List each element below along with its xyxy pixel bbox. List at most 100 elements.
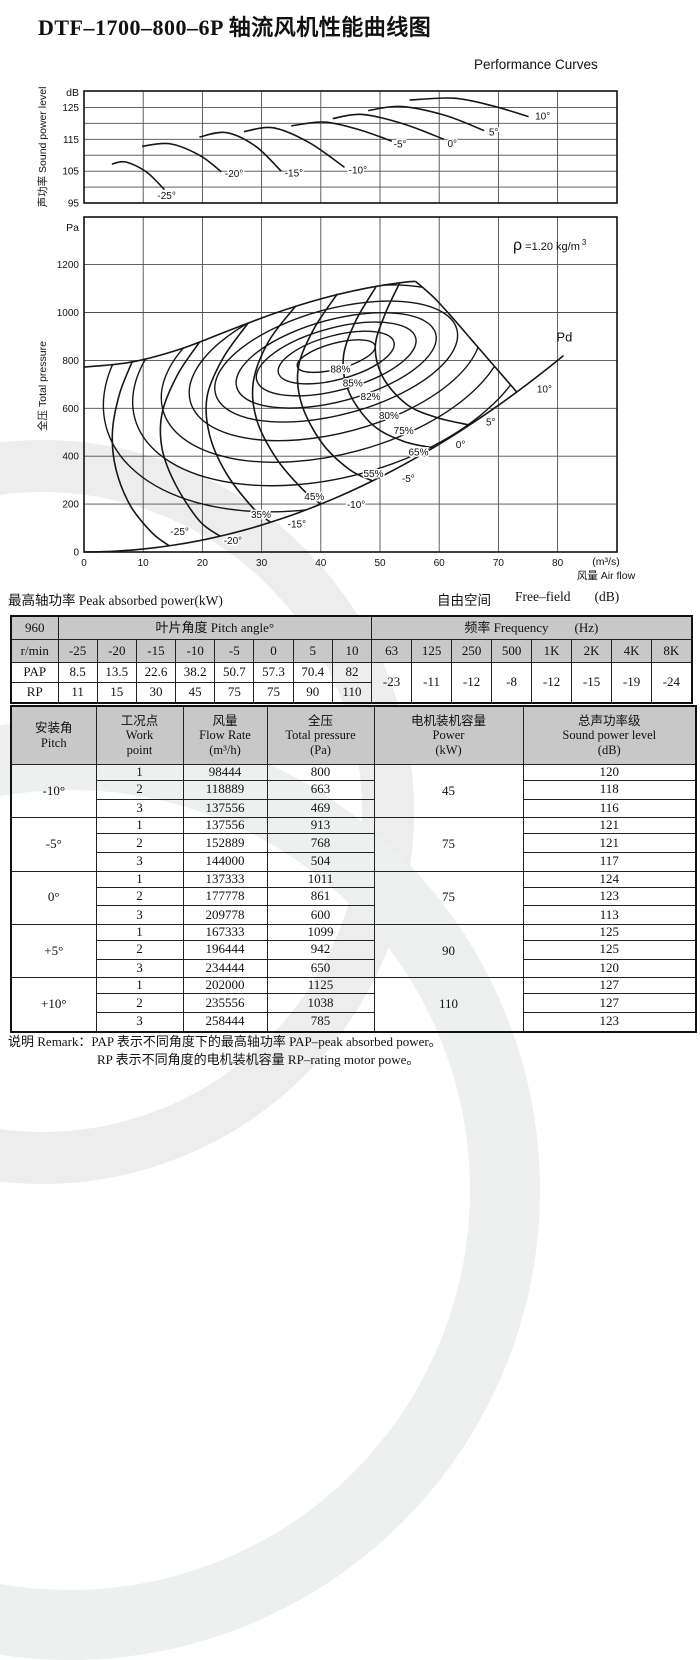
rp-value-cell: 11 — [57, 682, 98, 704]
flow-rate-cell: 144000 — [182, 851, 268, 872]
sound-curve-label: 10° — [535, 112, 550, 123]
total-pressure-cell: 600 — [266, 905, 375, 925]
sound-curve — [332, 113, 445, 141]
sound-curve-label: -10° — [349, 165, 367, 176]
power-cell: 110 — [373, 977, 524, 1033]
work-point-cell: 2 — [95, 993, 184, 1013]
efficiency-contour — [131, 281, 517, 487]
freq-col-header: 1K — [531, 639, 573, 663]
pitch-curve — [251, 305, 322, 505]
pitch-angle-cell: +5° — [10, 923, 97, 979]
efficiency-contour — [255, 321, 417, 397]
pitch-label: 5° — [486, 418, 496, 429]
sound-curve-label: -20° — [225, 169, 243, 180]
work-point-cell: 3 — [95, 1011, 184, 1033]
column-header: 全压 Total pressure (Pa) — [266, 705, 375, 765]
table-row: 2 177778 861 123 — [11, 886, 697, 907]
pitch-angle-header: 叶片角度 Pitch angle° — [57, 615, 373, 640]
work-point-cell: 1 — [95, 817, 184, 835]
peak-power-frequency-table: 960 叶片角度 Pitch angle° 频率 Frequency (Hz) r/m… — [10, 615, 693, 704]
pap-value-cell: 50.7 — [214, 662, 255, 683]
sound-level-cell: 125 — [522, 939, 697, 960]
sound-curve — [409, 97, 529, 118]
rp-row-label: RP — [10, 682, 59, 704]
sound-level-cell: 124 — [522, 870, 697, 888]
table-row: 3 258444 785 123 — [11, 1011, 697, 1033]
sound-curve — [141, 142, 222, 173]
work-point-cell: 1 — [95, 764, 184, 781]
work-point-cell: 3 — [95, 958, 184, 979]
efficiency-contour — [277, 330, 395, 385]
pitch-curve — [159, 341, 221, 537]
sound-curve-label: -15° — [285, 169, 303, 180]
pap-row-label: PAP — [10, 662, 59, 683]
sound-level-cell: 127 — [522, 993, 697, 1013]
pitch-col-header: 0 — [253, 639, 294, 663]
flow-rate-cell: 98444 — [182, 764, 268, 781]
table-row: 3 137556 469 116 — [11, 798, 697, 819]
peak-power-frequency-table-wrap: 960 叶片角度 Pitch angle° 频率 Frequency (Hz) r/m… — [10, 615, 693, 704]
flow-rate-cell: 202000 — [182, 977, 268, 995]
sound-curve — [368, 105, 485, 132]
x-tick-label: 20 — [197, 558, 209, 569]
speed-value-cell: 960 — [10, 615, 59, 640]
flow-rate-cell: 177778 — [182, 886, 268, 907]
table-row: 0° 1 137333 1011 75 124 — [10, 870, 697, 925]
plot-border — [83, 90, 618, 204]
sound-level-cell: 127 — [522, 977, 697, 995]
pitch-label: -25° — [170, 527, 188, 538]
sound-level-cell: 123 — [522, 886, 697, 907]
y-tick-label: 95 — [68, 199, 80, 210]
y-tick-label: 400 — [62, 452, 79, 463]
power-cell: 75 — [373, 870, 524, 925]
x-tick-label: 60 — [434, 558, 446, 569]
freq-col-header: 63 — [371, 639, 413, 663]
x-tick-label: 70 — [493, 558, 505, 569]
table-row: +5° 1 167333 1099 90 125 — [10, 923, 697, 979]
efficiency-label: 88% — [330, 364, 350, 375]
work-point-cell: 2 — [95, 939, 184, 960]
rp-value-cell: 110 — [331, 682, 373, 704]
pitch-curve — [374, 282, 470, 426]
free-field-en: Free–field — [515, 589, 571, 604]
x-axis-title: 风量 Air flow — [577, 570, 636, 582]
performance-data-table-wrap: 安装角 Pitch 工况点 Work point 风量 Flow Rate (m³/h) 全压 T… — [10, 705, 697, 1033]
pitch-angle-cell: 0° — [10, 870, 97, 925]
freq-col-header: 500 — [491, 639, 533, 663]
pitch-label: -20° — [224, 536, 242, 547]
power-cell: 75 — [373, 817, 524, 872]
y-unit-label: dB — [66, 87, 79, 99]
flow-rate-cell: 137333 — [182, 870, 268, 888]
rp-value-cell: 15 — [96, 682, 137, 704]
pitch-curve — [342, 286, 434, 449]
pap-value-cell: 13.5 — [96, 662, 137, 683]
total-pressure-cell: 663 — [266, 779, 375, 800]
freq-value-cell: -23 — [371, 662, 413, 704]
pitch-label: -15° — [288, 520, 306, 531]
flow-rate-cell: 118889 — [182, 779, 268, 800]
total-pressure-cell: 913 — [266, 817, 375, 835]
flow-rate-cell: 196444 — [182, 939, 268, 960]
table-row: 2 152889 768 121 — [11, 833, 697, 853]
work-point-cell: 2 — [95, 779, 184, 800]
y-tick-label: 1000 — [57, 308, 80, 319]
work-point-cell: 3 — [95, 798, 184, 819]
pitch-label: -5° — [402, 474, 415, 485]
sound-level-cell: 123 — [522, 1011, 697, 1033]
x-tick-label: 50 — [374, 558, 386, 569]
pd-curve — [83, 354, 565, 553]
sound-curve-label: 0° — [447, 139, 457, 150]
efficiency-label: 35% — [251, 510, 271, 521]
pitch-label: -10° — [347, 500, 365, 511]
pitch-col-header: 10 — [331, 639, 373, 663]
freq-value-cell: -12 — [531, 662, 573, 704]
y-tick-label: 115 — [63, 135, 79, 146]
table-row: +10° 1 202000 1125 110 127 — [10, 977, 697, 1033]
freq-col-header: 2K — [571, 639, 613, 663]
performance-data-table: 安装角 Pitch 工况点 Work point 风量 Flow Rate (m³/h) 全压 T… — [10, 705, 697, 1033]
total-pressure-cell: 1125 — [266, 977, 375, 995]
freq-col-header: 250 — [451, 639, 493, 663]
freq-value-cell: -11 — [411, 662, 453, 704]
pap-value-cell: 82 — [331, 662, 373, 683]
table-row: -10° 1 98444 800 45 120 — [10, 763, 697, 819]
